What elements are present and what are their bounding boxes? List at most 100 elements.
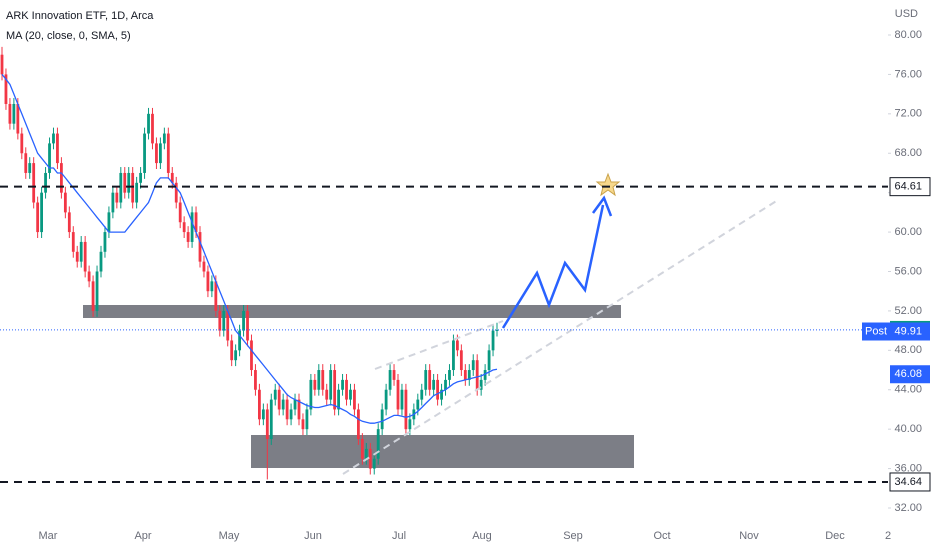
candle-body <box>250 340 253 371</box>
y-tick-label: 40.00 <box>894 423 922 435</box>
level-label: 64.61 <box>894 181 922 193</box>
candle-body <box>155 143 158 164</box>
candle-body <box>63 192 67 213</box>
candle-body <box>115 192 119 203</box>
candle-body <box>483 370 487 380</box>
post-price-box <box>890 322 930 341</box>
candle-body <box>28 163 32 173</box>
candle-body <box>151 113 154 144</box>
candle-body <box>372 458 376 469</box>
candle-body <box>71 232 75 252</box>
candle-body <box>143 133 146 173</box>
candle-body <box>396 379 400 410</box>
candle-body <box>432 379 436 390</box>
candle-body <box>261 409 265 420</box>
zone <box>83 305 621 318</box>
candle-body <box>131 172 135 203</box>
y-tick-label: 56.00 <box>894 265 922 277</box>
candle-body <box>119 172 123 203</box>
candle-body <box>273 389 277 400</box>
candle-body <box>360 439 364 459</box>
post-price: 49.91 <box>894 325 922 337</box>
candle-body <box>159 143 162 164</box>
candle-body <box>329 370 333 400</box>
candle-body <box>198 232 202 262</box>
candle-body <box>4 74 8 104</box>
candle-body <box>40 192 43 233</box>
x-tick-label: Sep <box>563 530 583 542</box>
candle-body <box>91 281 95 311</box>
candle-body <box>281 399 285 410</box>
candle-body <box>242 310 245 331</box>
x-tick-label: Dec <box>825 530 845 542</box>
level-label: 34.64 <box>894 476 922 488</box>
candle-body <box>182 222 186 233</box>
candle-body <box>309 379 313 410</box>
candle-body <box>174 182 178 203</box>
candle-body <box>487 350 491 371</box>
candle-body <box>75 251 79 262</box>
candle-body <box>404 389 408 430</box>
candle-body <box>32 163 36 203</box>
candle-body <box>95 271 99 311</box>
candle-body <box>238 330 241 351</box>
level-box <box>889 472 931 492</box>
candle-body <box>424 370 428 390</box>
candle-body <box>258 389 261 420</box>
candle-body <box>467 370 471 380</box>
candle-body <box>448 370 451 380</box>
candle-body <box>147 113 150 134</box>
candle-body <box>36 202 40 233</box>
x-tick-label: Apr <box>134 530 151 542</box>
candle-body <box>400 389 404 410</box>
candle-body <box>56 133 59 164</box>
y-tick-label: 80.00 <box>894 29 922 41</box>
candle-body <box>420 389 424 400</box>
candle-body <box>230 340 234 361</box>
currency: USD <box>895 8 918 20</box>
candle-body <box>254 370 257 390</box>
ma-price: 46.08 <box>894 368 922 380</box>
candle-body <box>60 163 63 193</box>
x-tick-label: Nov <box>739 530 759 542</box>
y-tick-label: 76.00 <box>894 68 922 80</box>
candle-body <box>349 389 352 400</box>
zone <box>251 435 634 468</box>
candle-body <box>297 399 301 420</box>
candle-body <box>444 379 447 390</box>
candle-body <box>428 370 432 390</box>
candle-body <box>44 172 47 193</box>
candle-body <box>436 379 439 400</box>
candle-body <box>495 329 499 331</box>
candle-body <box>222 310 226 331</box>
candle-body <box>48 143 51 173</box>
candle-body <box>162 133 166 144</box>
candle-body <box>313 379 317 390</box>
candle-body <box>214 281 218 311</box>
title: ARK Innovation ETF, 1D, Arca <box>6 10 154 22</box>
y-tick-label: 72.00 <box>894 108 922 120</box>
candle-body <box>190 212 194 242</box>
y-tick-label: 52.00 <box>894 305 922 317</box>
candle-body <box>440 389 443 400</box>
y-tick-label: 48.00 <box>894 344 922 356</box>
candle-body <box>79 241 83 262</box>
arrow-head <box>591 195 613 217</box>
candle-body <box>99 251 103 272</box>
y-tick-label: 60.00 <box>894 226 922 238</box>
candle-body <box>452 340 455 371</box>
candle-body <box>353 389 356 410</box>
candle-body <box>479 379 483 390</box>
candle-body <box>135 182 139 203</box>
candle-body <box>471 360 475 371</box>
candle-body <box>463 370 467 380</box>
y-tick-label: 32.00 <box>894 502 922 514</box>
drawings <box>342 172 779 475</box>
candle-body <box>345 379 348 400</box>
candle-body <box>170 172 174 183</box>
candle-body <box>376 429 380 459</box>
x-tick-label: Mar <box>39 530 58 542</box>
candle-body <box>16 103 20 134</box>
candle-body <box>52 133 55 144</box>
